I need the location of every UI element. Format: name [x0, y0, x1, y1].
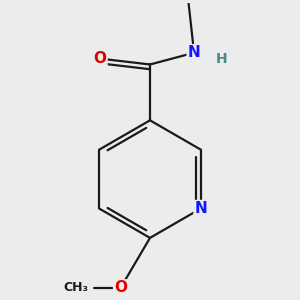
- Text: H: H: [216, 52, 228, 66]
- Text: N: N: [188, 45, 200, 60]
- Text: O: O: [114, 280, 127, 295]
- Text: N: N: [194, 201, 207, 216]
- Text: O: O: [94, 51, 106, 66]
- Text: CH₃: CH₃: [63, 281, 88, 294]
